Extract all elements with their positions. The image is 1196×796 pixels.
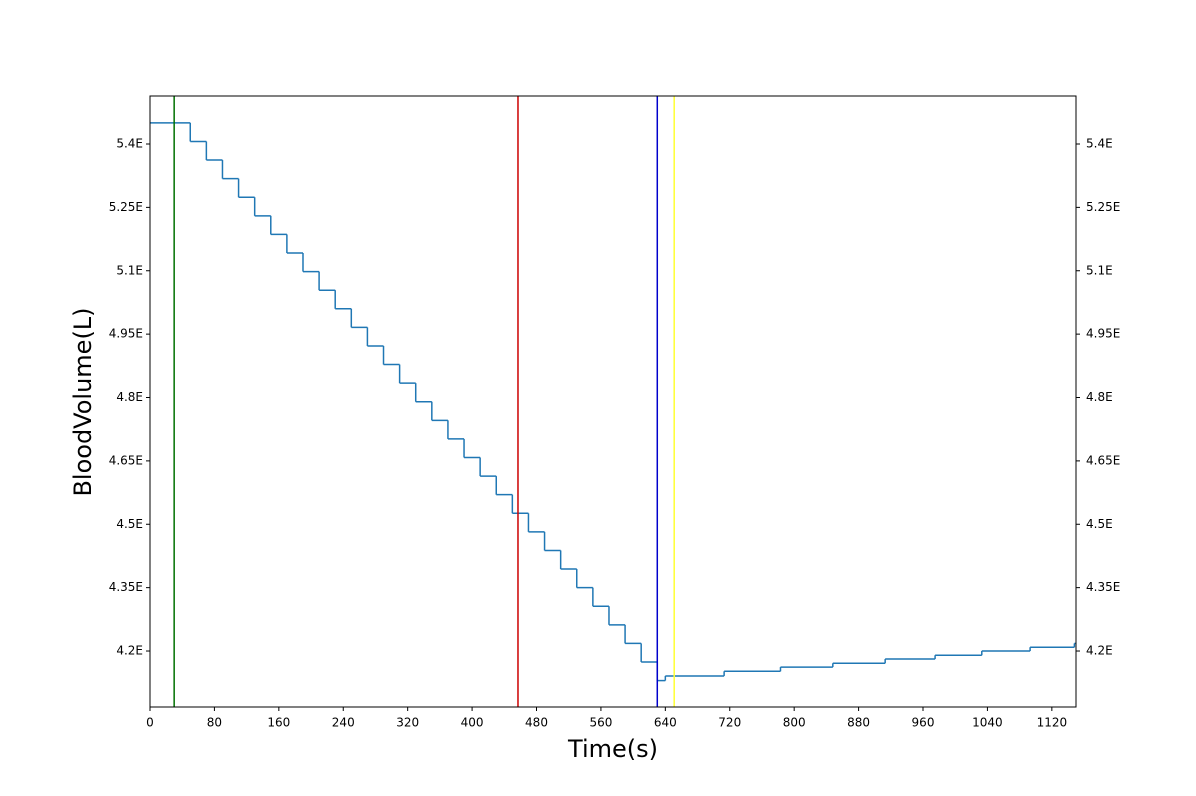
y-tick-label: 5.4E <box>116 136 143 150</box>
x-tick-label: 640 <box>654 716 677 730</box>
x-axis-label: Time(s) <box>567 735 658 763</box>
y-tick-label-right: 4.35E <box>1086 580 1120 594</box>
y-tick-label-right: 5.25E <box>1086 200 1120 214</box>
y-tick-label-right: 4.95E <box>1086 327 1120 341</box>
x-tick-label: 720 <box>718 716 741 730</box>
x-tick-label: 160 <box>267 716 290 730</box>
y-axis-label: BloodVolume(L) <box>69 307 97 496</box>
plot-frame <box>149 95 1077 708</box>
x-tick-label: 80 <box>207 716 222 730</box>
x-tick-label: 960 <box>912 716 935 730</box>
y-tick-label-right: 4.2E <box>1086 644 1113 658</box>
y-tick-label: 4.95E <box>109 327 143 341</box>
y-tick-label-right: 4.8E <box>1086 390 1113 404</box>
y-tick-label-right: 5.4E <box>1086 136 1113 150</box>
x-tick-label: 480 <box>525 716 548 730</box>
x-tick-label: 1040 <box>972 716 1003 730</box>
y-tick-label: 5.1E <box>116 263 143 277</box>
x-tick-label: 320 <box>396 716 419 730</box>
y-tick-label: 4.5E <box>116 517 143 531</box>
y-tick-label-right: 5.1E <box>1086 263 1113 277</box>
x-tick-label: 560 <box>589 716 612 730</box>
y-tick-label-right: 4.5E <box>1086 517 1113 531</box>
x-tick-label: 800 <box>783 716 806 730</box>
y-tick-label: 4.35E <box>109 580 143 594</box>
y-tick-label: 4.8E <box>116 390 143 404</box>
y-tick-label-right: 4.65E <box>1086 453 1120 467</box>
x-tick-label: 880 <box>847 716 870 730</box>
x-tick-label: 240 <box>332 716 355 730</box>
x-tick-label: 400 <box>461 716 484 730</box>
y-tick-label: 4.2E <box>116 644 143 658</box>
x-tick-label: 1120 <box>1037 716 1068 730</box>
x-tick-label: 0 <box>146 716 154 730</box>
y-tick-label: 5.25E <box>109 200 143 214</box>
y-tick-label: 4.65E <box>109 453 143 467</box>
